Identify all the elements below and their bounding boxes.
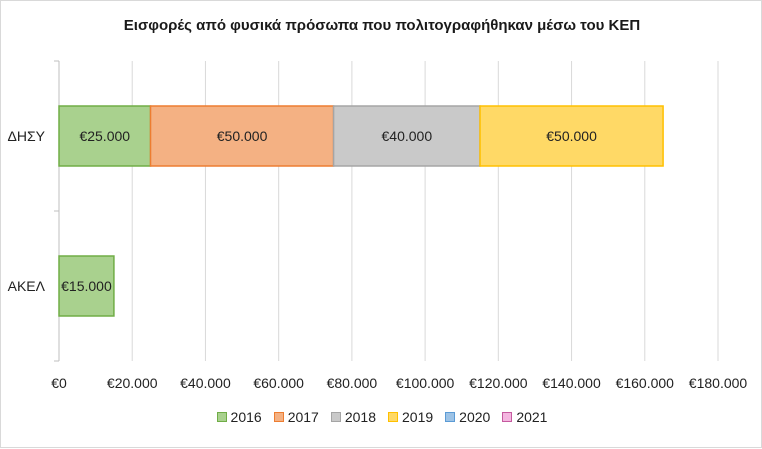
legend-label-2: 2018	[344, 409, 376, 425]
legend-swatch-4	[445, 412, 456, 422]
x-tick-label-3: €60.000	[253, 375, 304, 391]
category-label-1: ΑΚΕΛ	[8, 278, 46, 294]
legend-item-4: 2020	[445, 409, 490, 425]
data-label-1-0: €15.000	[61, 278, 112, 294]
legend-label-1: 2017	[287, 409, 319, 425]
legend-swatch-2	[330, 412, 341, 422]
legend-label-5: 2021	[516, 409, 548, 425]
bar-0-2	[332, 105, 481, 167]
legend-item-5: 2021	[502, 409, 547, 425]
data-label-0-3: €50.000	[546, 128, 597, 144]
data-label-0-0: €25.000	[79, 128, 130, 144]
legend-item-2: 2018	[330, 409, 376, 425]
x-tick-label-7: €140.000	[542, 375, 601, 391]
legend-swatch-5	[502, 412, 513, 422]
data-label-0-2: €40.000	[382, 128, 433, 144]
x-tick-label-0: €0	[51, 375, 67, 391]
legend-label-0: 2016	[230, 409, 262, 425]
x-tick-label-8: €160.000	[616, 375, 675, 391]
legend-swatch-0	[216, 412, 227, 422]
x-tick-label-6: €120.000	[469, 375, 528, 391]
legend-swatch-3	[388, 412, 398, 422]
x-tick-label-1: €20.000	[107, 375, 158, 391]
x-tick-label-2: €40.000	[180, 375, 231, 391]
bar-1-0	[58, 255, 115, 317]
legend: 2016 2017 2018 2019 2020 2021	[1, 409, 762, 425]
legend-swatch-1	[273, 412, 284, 422]
legend-item-1: 2017	[273, 409, 319, 425]
x-tick-label-5: €100.000	[396, 375, 455, 391]
data-label-0-1: €50.000	[217, 128, 268, 144]
bar-0-0	[58, 105, 152, 167]
legend-label-3: 2019	[402, 409, 434, 425]
chart-title: Εισφορές από φυσικά πρόσωπα που πολιτογρ…	[123, 17, 641, 34]
category-label-0: ΔΗΣΥ	[8, 128, 46, 144]
x-tick-label-9: €180.000	[689, 375, 748, 391]
legend-item-0: 2016	[216, 409, 262, 425]
bar-0-3	[479, 105, 664, 167]
legend-label-4: 2020	[459, 409, 491, 425]
x-tick-label-4: €80.000	[327, 375, 378, 391]
bar-0-1	[149, 105, 335, 167]
legend-item-3: 2019	[388, 409, 433, 425]
